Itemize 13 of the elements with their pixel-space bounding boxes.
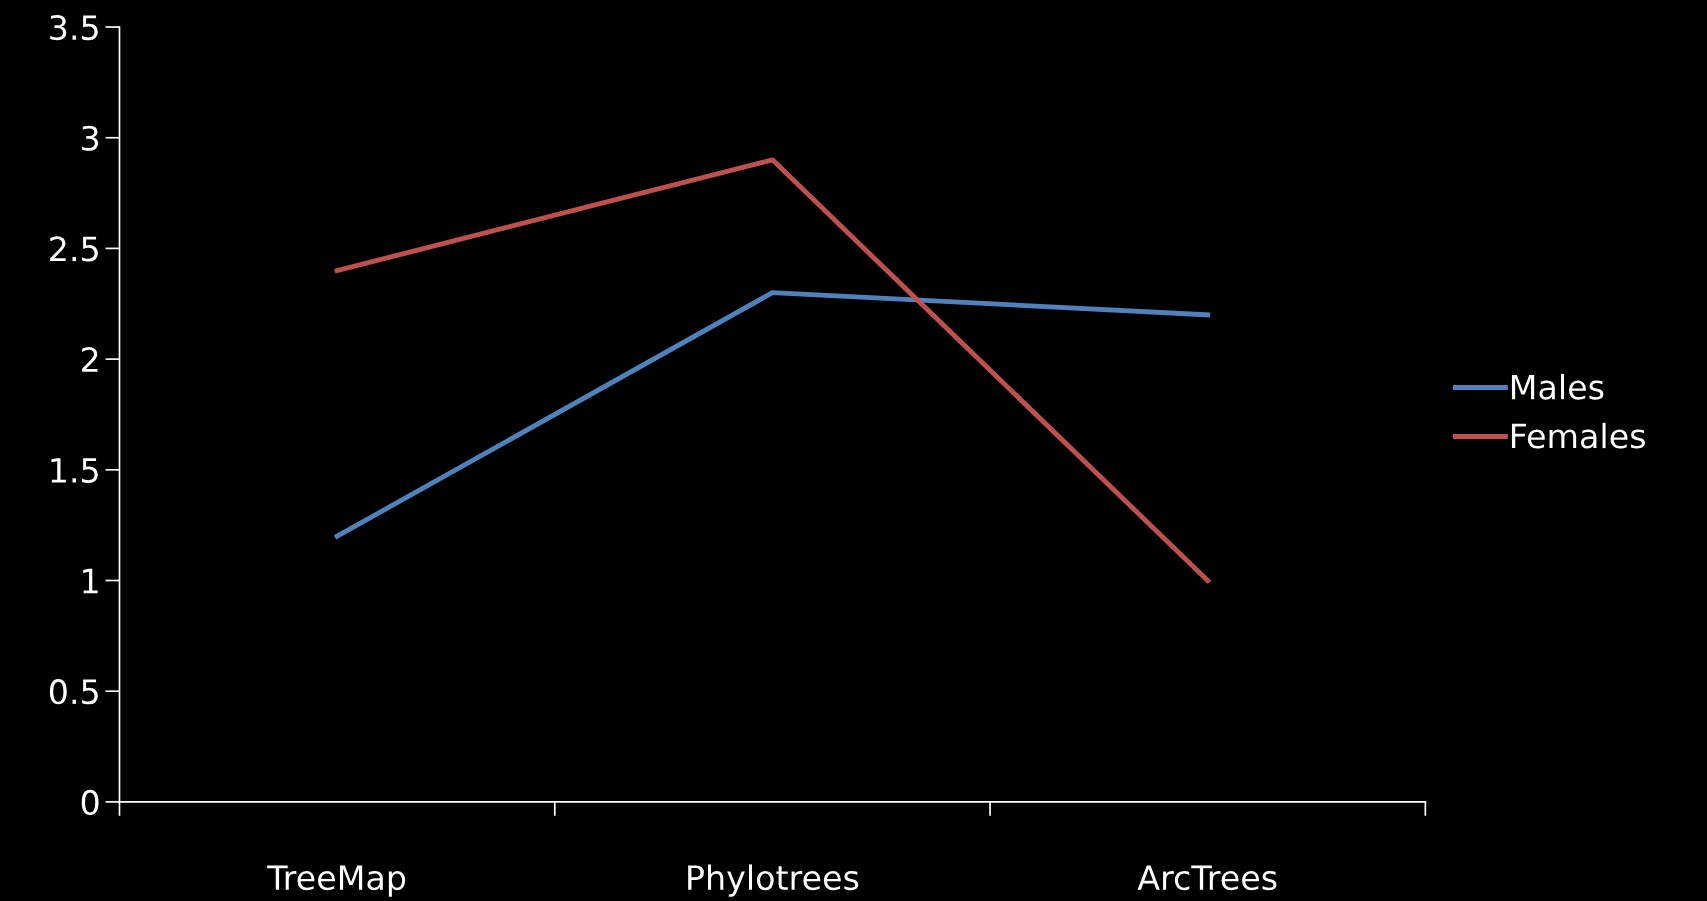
x-tick-label: TreeMap	[267, 865, 406, 897]
y-tick-label: 2.5	[50, 236, 98, 262]
y-tick-label: 2	[81, 347, 98, 372]
x-tick-label: ArcTrees	[1137, 865, 1277, 891]
legend-label: Females	[1511, 422, 1645, 449]
legend-label: Males	[1511, 373, 1604, 400]
y-tick-label: 1.5	[51, 458, 98, 483]
y-tick-label: 0	[81, 789, 99, 816]
y-tick-label: 1	[83, 568, 98, 594]
y-tick-label: 3	[82, 125, 99, 151]
y-tick-label: 0.5	[49, 679, 98, 705]
x-tick-label: Phylotrees	[688, 864, 859, 897]
y-tick-label: 3.5	[50, 14, 98, 41]
